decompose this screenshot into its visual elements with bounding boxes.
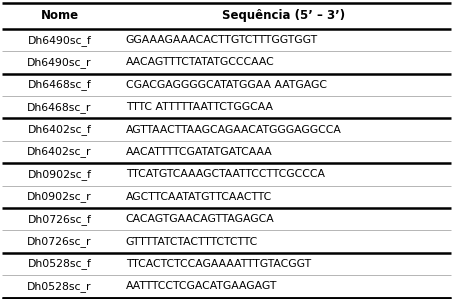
Text: TTCACTCTCCAGAAAATTTGTACGGT: TTCACTCTCCAGAAAATTTGTACGGT — [125, 259, 311, 269]
Text: Dh0528sc_f: Dh0528sc_f — [28, 258, 92, 269]
Text: AACAGTTTCTATATGCCCAAC: AACAGTTTCTATATGCCCAAC — [125, 57, 275, 68]
Text: GTTTTATCTACTTTCTCTTC: GTTTTATCTACTTTCTCTTC — [125, 237, 258, 247]
Text: Dh6402sc_f: Dh6402sc_f — [28, 124, 92, 135]
Text: Dh6490sc_f: Dh6490sc_f — [28, 35, 92, 45]
Text: Dh0726sc_f: Dh0726sc_f — [28, 214, 92, 225]
Text: AACATTTTCGATATGATCAAA: AACATTTTCGATATGATCAAA — [125, 147, 272, 157]
Text: GGAAAGAAACACTTGTCTTTGGTGGT: GGAAAGAAACACTTGTCTTTGGTGGT — [125, 35, 318, 45]
Text: Dh0726sc_r: Dh0726sc_r — [27, 236, 92, 247]
Text: Dh0528sc_r: Dh0528sc_r — [27, 281, 92, 292]
Text: Dh6468sc_f: Dh6468sc_f — [28, 80, 92, 90]
Text: CACAGTGAACAGTTAGAGCA: CACAGTGAACAGTTAGAGCA — [125, 214, 275, 224]
Text: Dh6490sc_r: Dh6490sc_r — [27, 57, 92, 68]
Text: Dh0902sc_r: Dh0902sc_r — [27, 191, 92, 202]
Text: TTTC ATTTTTAATTCTGGCAA: TTTC ATTTTTAATTCTGGCAA — [125, 102, 273, 112]
Text: Dh6468sc_r: Dh6468sc_r — [27, 102, 92, 113]
Text: CGACGAGGGGCATATGGAA AATGAGC: CGACGAGGGGCATATGGAA AATGAGC — [125, 80, 327, 90]
Text: AATTTCCTCGACATGAAGAGT: AATTTCCTCGACATGAAGAGT — [125, 281, 277, 291]
Text: AGTTAACTTAAGCAGAACATGGGAGGCCA: AGTTAACTTAAGCAGAACATGGGAGGCCA — [125, 125, 342, 135]
Text: Dh6402sc_r: Dh6402sc_r — [27, 147, 92, 158]
Text: TTCATGTCAAAGCTAATTCCTTCGCCCA: TTCATGTCAAAGCTAATTCCTTCGCCCA — [125, 170, 325, 179]
Text: AGCTTCAATATGTTCAACTTC: AGCTTCAATATGTTCAACTTC — [125, 192, 272, 202]
Text: Dh0902sc_f: Dh0902sc_f — [28, 169, 92, 180]
Text: Sequência (5’ – 3’): Sequência (5’ – 3’) — [222, 10, 345, 22]
Text: Nome: Nome — [40, 10, 78, 22]
